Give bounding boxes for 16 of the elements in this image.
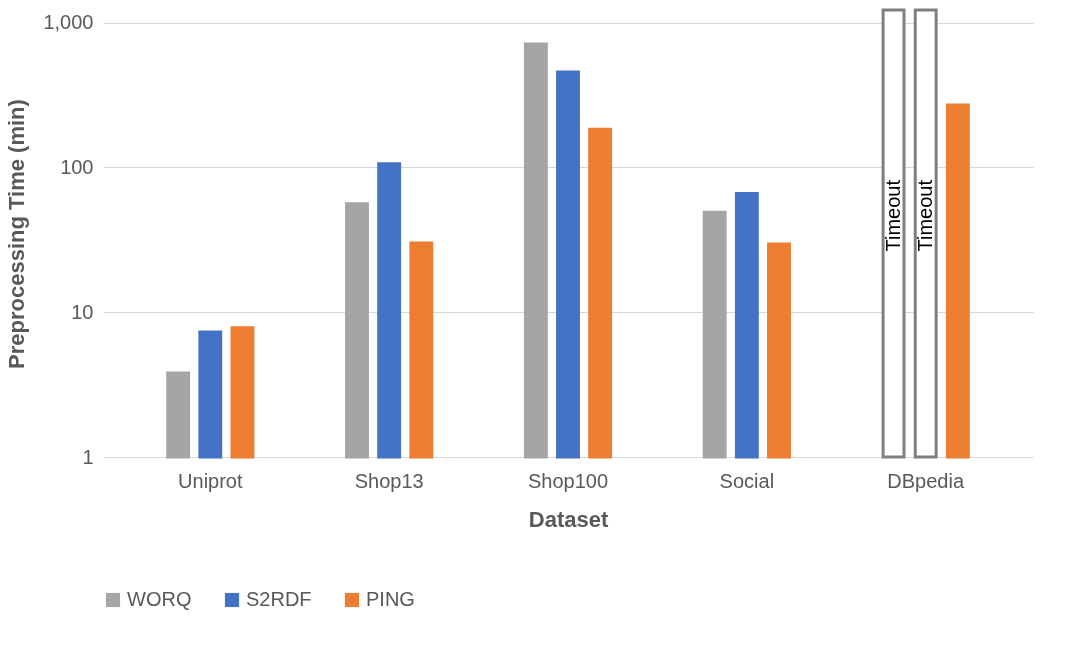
x-tick-label: Uniprot bbox=[178, 469, 243, 492]
y-tick-label: 1,000 bbox=[43, 11, 94, 34]
x-axis-title: Dataset bbox=[528, 506, 609, 532]
y-tick-label: 10 bbox=[71, 300, 94, 323]
x-tick-label: Shop100 bbox=[527, 469, 609, 492]
y-tick-label: 1 bbox=[82, 445, 94, 468]
legend-label: WORQ bbox=[127, 588, 192, 610]
y-axis-title: Preprocessing Time (min) bbox=[4, 99, 30, 369]
x-tick-label: Social bbox=[719, 469, 775, 492]
data-label: Timeout bbox=[913, 179, 936, 252]
legend-label: PING bbox=[366, 588, 415, 610]
x-tick-label: DBpedia bbox=[887, 469, 965, 492]
legend-label: S2RDF bbox=[246, 588, 312, 610]
data-label: Timeout bbox=[881, 179, 904, 252]
y-tick-label: 100 bbox=[60, 155, 94, 178]
x-tick-label: Shop13 bbox=[354, 469, 424, 492]
